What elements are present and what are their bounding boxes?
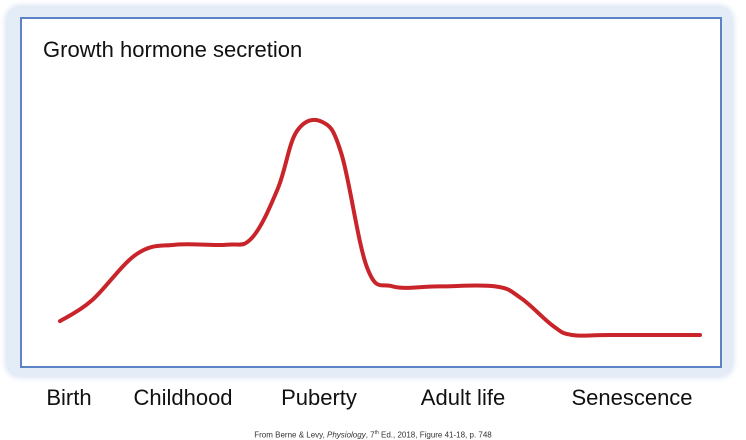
stage-label-senescence: Senescence <box>571 385 693 410</box>
secretion-curve-line <box>58 117 702 338</box>
stage-label-adult-life: Adult life <box>420 385 506 410</box>
source-citation: From Berne & Levy, Physiology, 7th Ed., … <box>0 430 746 440</box>
stage-label-childhood: Childhood <box>133 385 233 410</box>
chart-title: Growth hormone secretion <box>43 37 303 62</box>
plot-area <box>20 17 722 368</box>
source-citation-prefix: From Berne & Levy, <box>254 430 328 440</box>
source-citation-book: Physiology <box>327 430 366 440</box>
source-citation-edition: , 7 <box>365 430 375 440</box>
source-citation-ordinal: th <box>374 430 379 436</box>
stage-label-puberty: Puberty <box>281 385 357 410</box>
stage-label-birth: Birth <box>46 385 92 410</box>
source-citation-suffix: Ed., 2018, Figure 41-18, p. 748 <box>378 430 492 440</box>
